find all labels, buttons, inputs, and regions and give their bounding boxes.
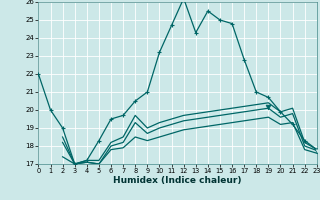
X-axis label: Humidex (Indice chaleur): Humidex (Indice chaleur): [113, 176, 242, 185]
